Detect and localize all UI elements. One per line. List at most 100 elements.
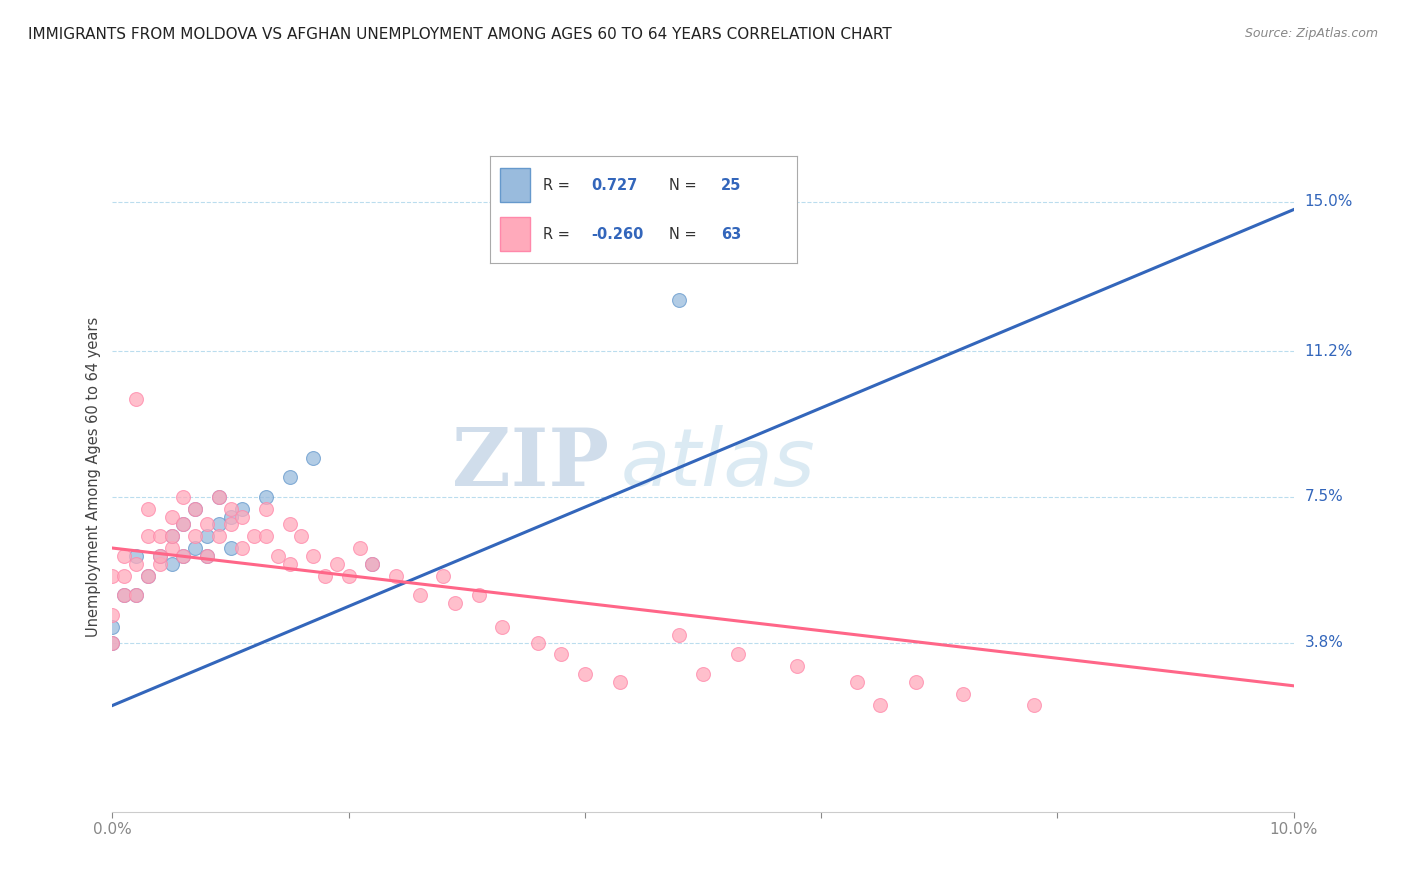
Point	[125, 588, 148, 602]
Text: 7.5%: 7.5%	[1305, 490, 1343, 504]
Point	[254, 529, 277, 543]
Point	[195, 517, 218, 532]
Point	[149, 557, 172, 571]
Legend: Immigrants from Moldova, Afghans: Immigrants from Moldova, Afghans	[515, 887, 891, 892]
Point	[184, 541, 207, 555]
Point	[219, 517, 242, 532]
Point	[361, 557, 384, 571]
FancyBboxPatch shape	[499, 217, 530, 252]
Point	[160, 529, 183, 543]
Point	[136, 529, 159, 543]
Point	[668, 627, 690, 641]
Point	[136, 568, 159, 582]
Point	[136, 568, 159, 582]
Point	[208, 529, 231, 543]
Point	[112, 568, 135, 582]
Point	[112, 588, 135, 602]
Point	[231, 501, 253, 516]
Point	[160, 557, 183, 571]
Point	[101, 635, 124, 649]
Point	[314, 568, 336, 582]
Point	[609, 674, 631, 689]
Point	[172, 549, 194, 563]
Point	[208, 490, 231, 504]
Point	[184, 501, 207, 516]
Point	[125, 392, 148, 406]
Point	[432, 568, 454, 582]
Text: 15.0%: 15.0%	[1305, 194, 1353, 210]
Point	[208, 517, 231, 532]
Text: 3.8%: 3.8%	[1305, 635, 1344, 650]
Point	[278, 557, 301, 571]
Point	[491, 620, 513, 634]
Point	[727, 648, 749, 662]
Point	[160, 541, 183, 555]
Point	[195, 549, 218, 563]
Point	[302, 450, 325, 465]
Text: ZIP: ZIP	[451, 425, 609, 503]
Point	[136, 501, 159, 516]
Point	[172, 549, 194, 563]
Point	[172, 517, 194, 532]
Point	[786, 659, 808, 673]
Point	[444, 596, 467, 610]
Point	[337, 568, 360, 582]
Y-axis label: Unemployment Among Ages 60 to 64 years: Unemployment Among Ages 60 to 64 years	[86, 317, 101, 638]
Text: 11.2%: 11.2%	[1305, 343, 1353, 359]
Point	[526, 635, 548, 649]
Point	[101, 620, 124, 634]
Point	[125, 557, 148, 571]
Point	[290, 529, 312, 543]
Point	[125, 549, 148, 563]
Text: R =: R =	[543, 227, 574, 242]
Point	[219, 501, 242, 516]
Point	[692, 667, 714, 681]
FancyBboxPatch shape	[499, 168, 530, 202]
Point	[574, 667, 596, 681]
Text: 0.727: 0.727	[592, 178, 638, 193]
Point	[550, 648, 572, 662]
Point	[278, 517, 301, 532]
Point	[172, 490, 194, 504]
Point	[952, 687, 974, 701]
Point	[361, 557, 384, 571]
Point	[101, 568, 124, 582]
Point	[326, 557, 349, 571]
Point	[254, 501, 277, 516]
Point	[149, 549, 172, 563]
Point	[219, 541, 242, 555]
Point	[668, 293, 690, 307]
Text: -0.260: -0.260	[592, 227, 644, 242]
Point	[184, 529, 207, 543]
Point	[184, 501, 207, 516]
Point	[869, 698, 891, 713]
Text: N =: N =	[668, 178, 700, 193]
Point	[219, 509, 242, 524]
Point	[267, 549, 290, 563]
Point	[195, 529, 218, 543]
Point	[149, 549, 172, 563]
Point	[172, 517, 194, 532]
Point	[160, 529, 183, 543]
Point	[1022, 698, 1045, 713]
Point	[125, 588, 148, 602]
Point	[467, 588, 489, 602]
Text: N =: N =	[668, 227, 700, 242]
Point	[112, 549, 135, 563]
Point	[101, 607, 124, 622]
Point	[112, 588, 135, 602]
Point	[231, 509, 253, 524]
Point	[349, 541, 371, 555]
Text: Source: ZipAtlas.com: Source: ZipAtlas.com	[1244, 27, 1378, 40]
Text: IMMIGRANTS FROM MOLDOVA VS AFGHAN UNEMPLOYMENT AMONG AGES 60 TO 64 YEARS CORRELA: IMMIGRANTS FROM MOLDOVA VS AFGHAN UNEMPL…	[28, 27, 891, 42]
Point	[149, 529, 172, 543]
Point	[254, 490, 277, 504]
Point	[231, 541, 253, 555]
Text: 63: 63	[721, 227, 741, 242]
Point	[904, 674, 927, 689]
Text: atlas: atlas	[620, 425, 815, 503]
Point	[385, 568, 408, 582]
Point	[208, 490, 231, 504]
Point	[302, 549, 325, 563]
Point	[845, 674, 868, 689]
